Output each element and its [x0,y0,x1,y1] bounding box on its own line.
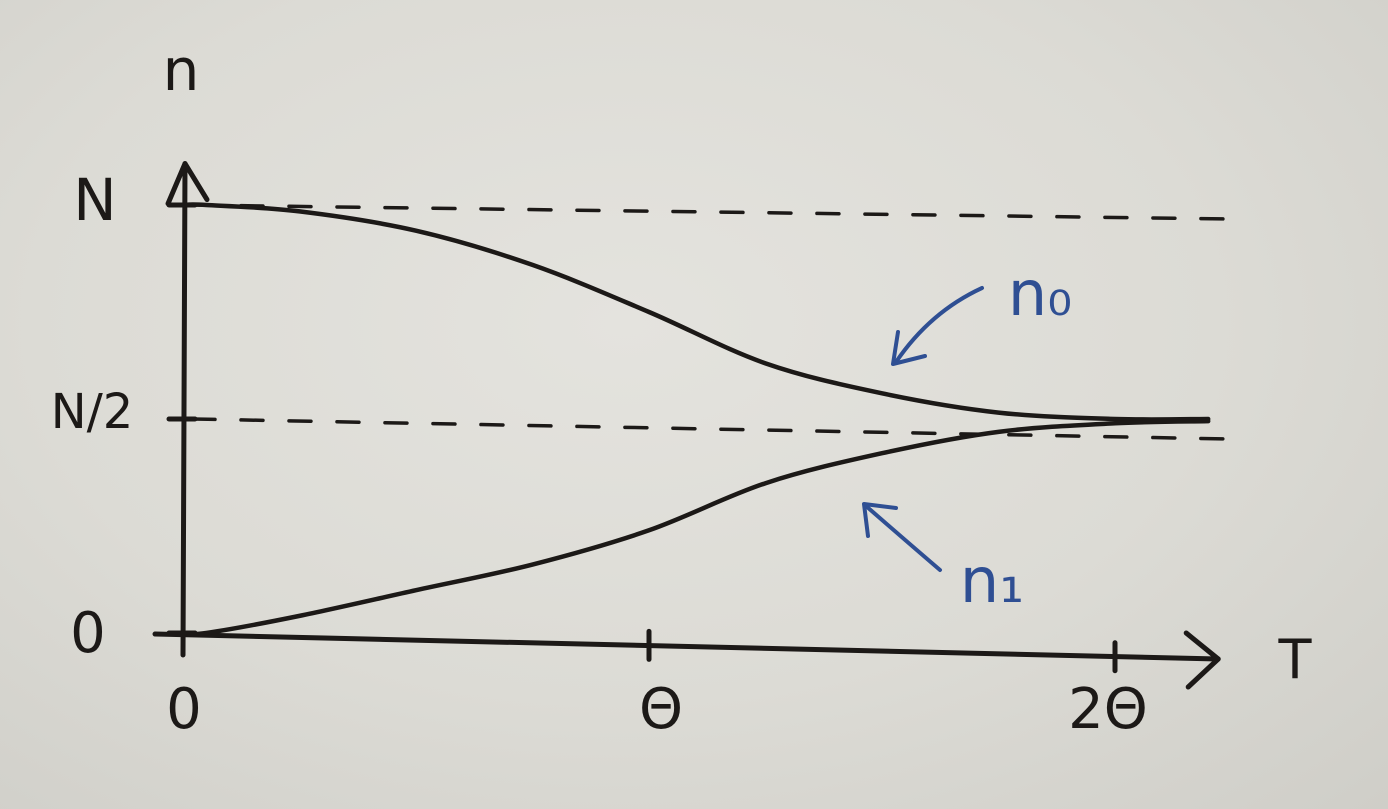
series-lines [180,202,1211,637]
x-axis-label: T [1278,628,1313,691]
reference-line-1 [191,203,1231,221]
reference-line-2 [191,417,1231,441]
series-line-2 [180,418,1211,637]
x-tick-label-0: 0 [166,677,202,742]
y-tick-label-2: N [73,166,116,234]
annotation-arrow-2 [864,504,942,572]
y-axis-arrowhead [165,161,210,207]
annotation-arrow-1 [894,286,984,364]
reference-lines [191,203,1231,441]
tick-labels: 0 Θ 2Θ 0 N/2 N [51,166,1148,742]
annotations: n₀ n₁ [862,257,1072,617]
y-tick-label-1: N/2 [51,384,134,440]
series-line-1 [180,202,1211,422]
x-axis-arrowhead [1183,630,1221,690]
annotation-label-2: n₁ [960,544,1024,617]
x-tick-label-1: Θ [639,677,683,742]
annotation-label-1: n₀ [1008,257,1072,330]
annotation-arrowhead-1 [891,330,927,366]
x-axis-line [152,631,1221,662]
y-tick-label-0: 0 [70,601,106,666]
axes [152,161,1221,690]
annotation-arrowhead-2 [862,502,898,538]
y-axis-label: n [163,36,200,104]
x-tick-label-2: 2Θ [1068,677,1148,742]
y-axis-line [180,161,188,658]
